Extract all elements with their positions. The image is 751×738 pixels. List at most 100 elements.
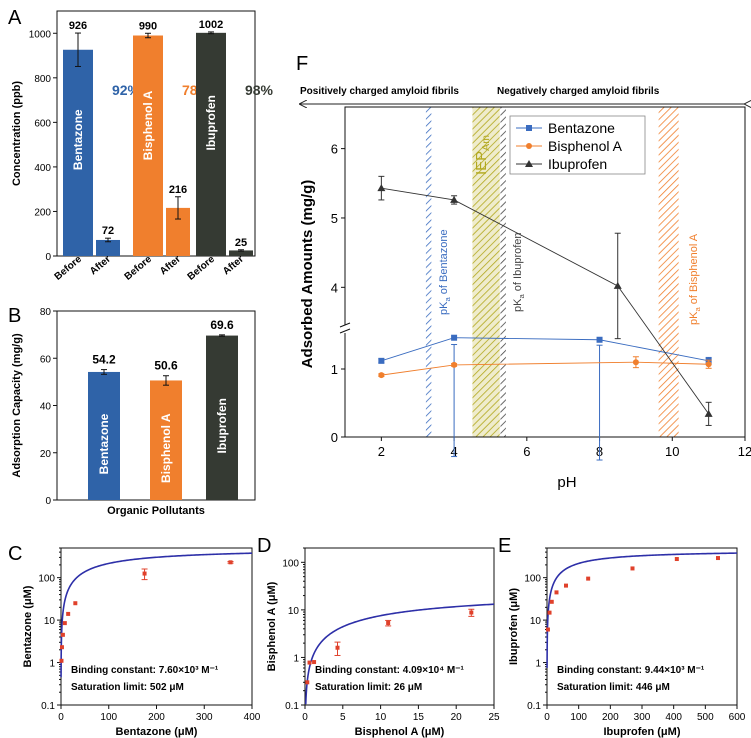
- xtick-bentazone-before: Before: [53, 254, 85, 283]
- xtick-ibuprofen-after: After: [221, 254, 246, 277]
- panel-f-xtick-label: 10: [665, 444, 679, 459]
- data-point-c: [62, 621, 67, 626]
- binding-constant-d: Binding constant: 4.09×10⁴ M⁻¹: [315, 665, 465, 676]
- panel-f-axis-break-mark: [339, 322, 351, 328]
- bar-ibuprofen-name: Ibuprofen: [204, 95, 218, 150]
- data-label-bentazone-before: 926: [69, 20, 87, 32]
- point-ibuprofen: [450, 195, 459, 203]
- panel-e-ytick-label: 1: [535, 659, 541, 670]
- data-point-c: [66, 611, 71, 616]
- panel-f-ytick-label: 4: [331, 280, 338, 295]
- bar-b-bisphenol-a-name: Bisphenol A: [159, 413, 173, 483]
- panel-e-xtick-label: 500: [697, 712, 714, 723]
- bar-bentazone-name: Bentazone: [71, 109, 85, 170]
- panel-letter-d: D: [257, 535, 271, 557]
- panel-d-xtick-label: 25: [488, 712, 500, 723]
- panel-c-xtick-label: 300: [196, 712, 213, 723]
- point-ibuprofen: [704, 409, 713, 417]
- panel-c-ytick-label: 0.1: [41, 701, 55, 712]
- panel-d-xtick-label: 0: [302, 712, 308, 723]
- panel-d-xtick-label: 5: [340, 712, 346, 723]
- data-label-ibuprofen-before: 1002: [199, 19, 223, 31]
- panel-b-ytick-label: 0: [45, 496, 51, 507]
- panel-d-ytick-label: 1: [293, 653, 299, 664]
- region-label-pka-bisphenol-a: pKa of Bisphenol A: [688, 233, 702, 325]
- panel-a-ytick-label: 400: [34, 163, 51, 174]
- data-point-e: [586, 576, 591, 581]
- panel-d-xtick-label: 10: [375, 712, 387, 723]
- binding-constant-e: Binding constant: 9.44×10³ M⁻¹: [557, 665, 705, 676]
- panel-e-xlabel: Ibuprofen (μM): [604, 726, 681, 738]
- panel-c-ytick-label: 1: [49, 659, 55, 670]
- panel-e-ytick-label: 10: [530, 616, 542, 627]
- errorbar-bentazone-2: [596, 344, 603, 461]
- panel-f-ylabel: Adsorbed Amounts (mg/g): [299, 180, 316, 369]
- panel-a-chart: 0 200 400 600 800 1000 Concentration (ppb) 926 7…: [11, 10, 274, 283]
- panel-e-xtick-label: 0: [544, 712, 550, 723]
- panel-e-xtick-label: 300: [634, 712, 651, 723]
- panel-d-ytick-label: 0.1: [285, 701, 299, 712]
- data-point-d: [305, 680, 310, 685]
- bar-bentazone-after: [96, 239, 120, 256]
- panel-letter-f: F: [296, 53, 308, 75]
- saturation-limit-c: Saturation limit: 502 μM: [71, 682, 184, 693]
- panel-letter-a: A: [8, 7, 22, 29]
- region-pk-of-ibuprofen-a: [500, 107, 506, 437]
- panel-d-xtick-label: 15: [413, 712, 425, 723]
- fit-curve-c: [60, 552, 253, 678]
- panel-c-xtick-label: 100: [100, 712, 117, 723]
- panel-d-xlabel: Bisphenol A (μM): [355, 726, 445, 738]
- binding-constant-c: Binding constant: 7.60×10³ M⁻¹: [71, 665, 219, 676]
- panel-f-xtick-label: 2: [378, 444, 385, 459]
- panel-b-chart: 0 20 40 60 80 Adsorption Capacity (mg/g) Organ…: [11, 307, 256, 517]
- panel-letter-c: C: [8, 543, 22, 565]
- data-point-e: [674, 557, 679, 562]
- panel-c-xtick-label: 200: [148, 712, 165, 723]
- annotation-positive: Positively charged amyloid fibrils: [300, 86, 459, 97]
- data-point-e: [564, 583, 568, 588]
- data-point-c: [59, 658, 64, 663]
- panel-c-ytick-label: 100: [38, 574, 55, 585]
- data-point-c: [60, 632, 65, 637]
- data-label-b-ibuprofen: 69.6: [210, 318, 234, 332]
- errorbar-b-bentazone: [101, 369, 107, 375]
- data-label-b-bisphenol-a: 50.6: [154, 359, 178, 373]
- data-point-e: [630, 566, 635, 571]
- panel-e-xtick-label: 200: [602, 712, 619, 723]
- point-bisphenol-a: [632, 359, 639, 366]
- point-ibuprofen: [377, 184, 386, 192]
- bar-b-ibuprofen-name: Ibuprofen: [215, 398, 229, 453]
- panel-d-ylabel: Bisphenol A (μM): [266, 581, 278, 671]
- panel-f-ytick-label: 1: [331, 362, 338, 377]
- data-point-d: [312, 660, 317, 665]
- legend-marker-ibuprofen: [525, 160, 533, 167]
- xtick-bentazone-after: After: [88, 254, 113, 277]
- data-point-e: [549, 599, 554, 604]
- panel-a-ytick-label: 200: [34, 207, 51, 218]
- legend-label-bisphenol-a: Bisphenol A: [548, 138, 623, 154]
- panel-b-ytick-label: 60: [40, 354, 52, 365]
- panel-c-chart: 0.1 1 10 100 0 100 200 300 400 Bentazone (μM) Bent…: [22, 547, 261, 738]
- data-label-b-bentazone: 54.2: [92, 353, 116, 367]
- panel-d-ytick-label: 100: [282, 558, 299, 569]
- legend-label-bentazone: Bentazone: [548, 120, 615, 136]
- errorbar-bisphenol-a-after: [175, 196, 181, 220]
- data-point-d: [469, 610, 474, 615]
- point-bentazone: [378, 357, 385, 364]
- panel-c-xtick-label: 0: [58, 712, 64, 723]
- errorbar-bentazone-before: [75, 32, 81, 67]
- data-point-c: [59, 645, 64, 650]
- panel-f-axis-break-mark: [339, 328, 351, 334]
- errorbar-b-ibuprofen: [219, 334, 225, 337]
- data-point-c: [142, 571, 147, 576]
- legend-label-ibuprofen: Ibuprofen: [548, 156, 607, 172]
- panel-b-ylabel: Adsorption Capacity (mg/g): [11, 333, 23, 478]
- panel-b-ytick-label: 40: [40, 402, 52, 413]
- panel-f-xtick-label: 12: [738, 444, 751, 459]
- removal-ibuprofen: 98%: [245, 82, 274, 98]
- panel-e-ytick-label: 100: [524, 574, 541, 585]
- xtick-bisphenol-a-after: After: [158, 254, 183, 277]
- panel-e-xtick-label: 100: [570, 712, 587, 723]
- panel-a-ytick-label: 0: [45, 252, 51, 263]
